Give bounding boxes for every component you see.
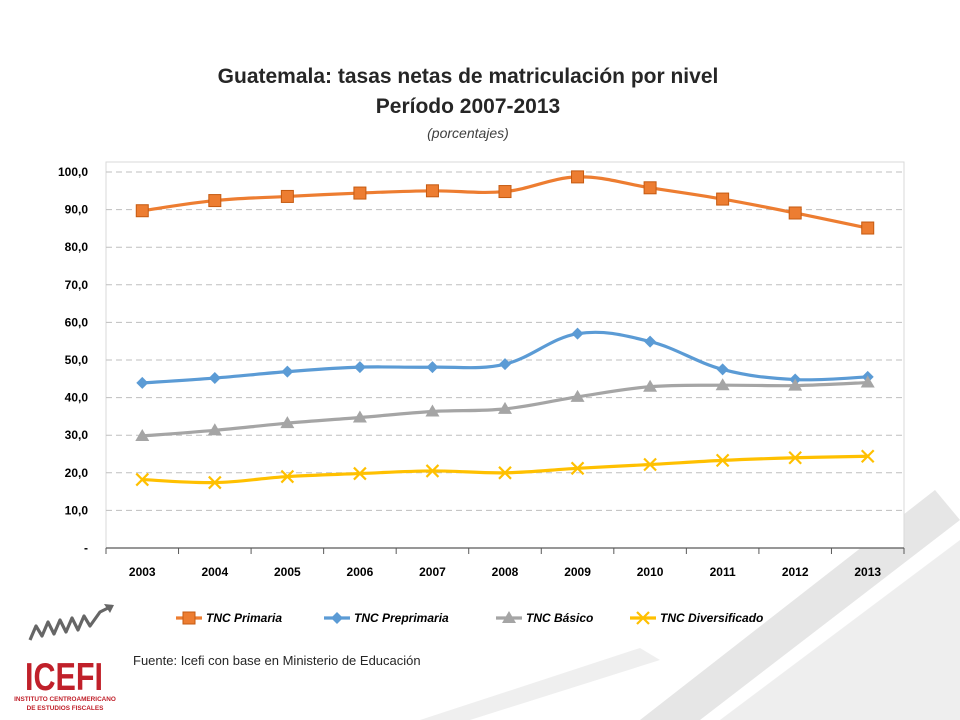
data-point	[860, 449, 875, 464]
data-point	[135, 472, 150, 487]
data-point	[207, 423, 222, 436]
gridlines	[106, 171, 904, 511]
data-point	[716, 192, 730, 206]
data-point	[570, 461, 585, 476]
y-tick-label: 50,0	[65, 353, 89, 367]
data-point	[571, 327, 584, 340]
data-point	[861, 221, 875, 235]
legend-item: TNC Básico	[496, 611, 593, 625]
y-tick-label: -	[84, 541, 88, 555]
y-tick-label: 70,0	[65, 278, 89, 292]
data-point	[788, 206, 802, 220]
data-point	[425, 404, 440, 417]
y-tick-label: 10,0	[65, 503, 89, 517]
y-tick-label: 90,0	[65, 203, 89, 217]
data-point	[280, 416, 295, 429]
data-point	[570, 389, 585, 402]
legend-marker	[636, 611, 650, 625]
data-point	[788, 450, 802, 465]
series-2	[136, 327, 874, 389]
data-point	[571, 170, 585, 184]
data-point	[715, 453, 730, 468]
data-point	[281, 365, 294, 378]
chart-title-line2: Período 2007-2013	[376, 95, 560, 118]
data-point	[425, 184, 439, 198]
y-tick-label: 60,0	[65, 315, 89, 329]
data-point	[788, 378, 803, 391]
data-point	[498, 401, 512, 414]
plot-area	[105, 161, 905, 549]
data-point	[643, 457, 657, 472]
x-tick-label: 2006	[347, 565, 374, 579]
chart-title: Guatemala: tasas netas de matriculación …	[218, 65, 719, 88]
data-point	[498, 185, 512, 199]
legend-label: TNC Preprimaria	[354, 611, 449, 625]
y-axis: - 10,0 20,0 30,0 40,0 50,0 60,0 70,0 80,0 90,0 100…	[58, 165, 88, 555]
y-tick-label: 80,0	[65, 240, 89, 254]
icefi-logo: ICEFI INSTITUTO CENTROAMERICANO DE ESTUD…	[14, 604, 116, 712]
y-tick-label: 20,0	[65, 466, 89, 480]
data-point	[644, 335, 657, 348]
data-point	[499, 358, 511, 371]
data-point	[353, 361, 366, 374]
data-point	[353, 186, 367, 200]
data-point	[136, 376, 149, 389]
data-point	[280, 189, 294, 203]
data-point	[643, 181, 657, 195]
x-tick-label: 2005	[274, 565, 301, 579]
legend-label: TNC Primaria	[206, 611, 282, 625]
y-tick-label: 30,0	[65, 428, 89, 442]
data-point	[715, 378, 730, 391]
data-point	[498, 466, 512, 480]
legend-label: TNC Diversificado	[660, 611, 763, 625]
data-point	[352, 410, 367, 423]
x-tick-label: 2009	[564, 565, 591, 579]
legend-label: TNC Básico	[526, 611, 593, 625]
x-axis: 2003 2004 2005 2006 2007 2008 2009 2010 2011 2012…	[105, 547, 905, 579]
legend-marker	[331, 612, 343, 624]
series-3	[135, 375, 875, 441]
logo-name: ICEFI	[25, 656, 103, 699]
data-point	[208, 475, 222, 490]
chart-subtitle: (porcentajes)	[427, 125, 509, 141]
x-tick-label: 2008	[492, 565, 519, 579]
logo-zigzag-icon	[28, 604, 113, 641]
x-tick-label: 2012	[782, 565, 809, 579]
series-layer	[135, 170, 875, 490]
x-tick-label: 2013	[854, 565, 881, 579]
legend: TNC Primaria TNC Preprimaria TNC Básico TNC…	[176, 611, 763, 625]
series-1	[135, 170, 875, 235]
data-point	[208, 372, 221, 385]
data-point	[208, 194, 222, 208]
x-tick-label: 2007	[419, 565, 446, 579]
data-point	[643, 379, 658, 392]
legend-marker	[182, 611, 196, 625]
logo-line2: DE ESTUDIOS FISCALES	[27, 705, 104, 712]
data-point	[135, 204, 149, 218]
y-tick-label: 40,0	[65, 391, 89, 405]
x-tick-label: 2010	[637, 565, 664, 579]
legend-item: TNC Diversificado	[630, 611, 763, 625]
series-4	[135, 449, 875, 490]
data-point	[860, 375, 875, 388]
data-point	[716, 363, 729, 376]
logo-line1: INSTITUTO CENTROAMERICANO	[14, 696, 116, 703]
x-tick-label: 2003	[129, 565, 156, 579]
data-point	[353, 466, 367, 481]
data-point	[426, 361, 439, 374]
legend-marker	[502, 611, 516, 623]
x-tick-label: 2004	[201, 565, 228, 579]
x-tick-label: 2011	[710, 565, 736, 579]
legend-item: TNC Primaria	[176, 611, 282, 625]
y-tick-label: 100,0	[58, 165, 88, 179]
source-note: Fuente: Icefi con base en Ministerio de …	[133, 653, 421, 668]
data-point	[135, 428, 150, 441]
data-point	[280, 469, 295, 484]
data-point	[425, 464, 440, 478]
legend-item: TNC Preprimaria	[324, 611, 449, 625]
